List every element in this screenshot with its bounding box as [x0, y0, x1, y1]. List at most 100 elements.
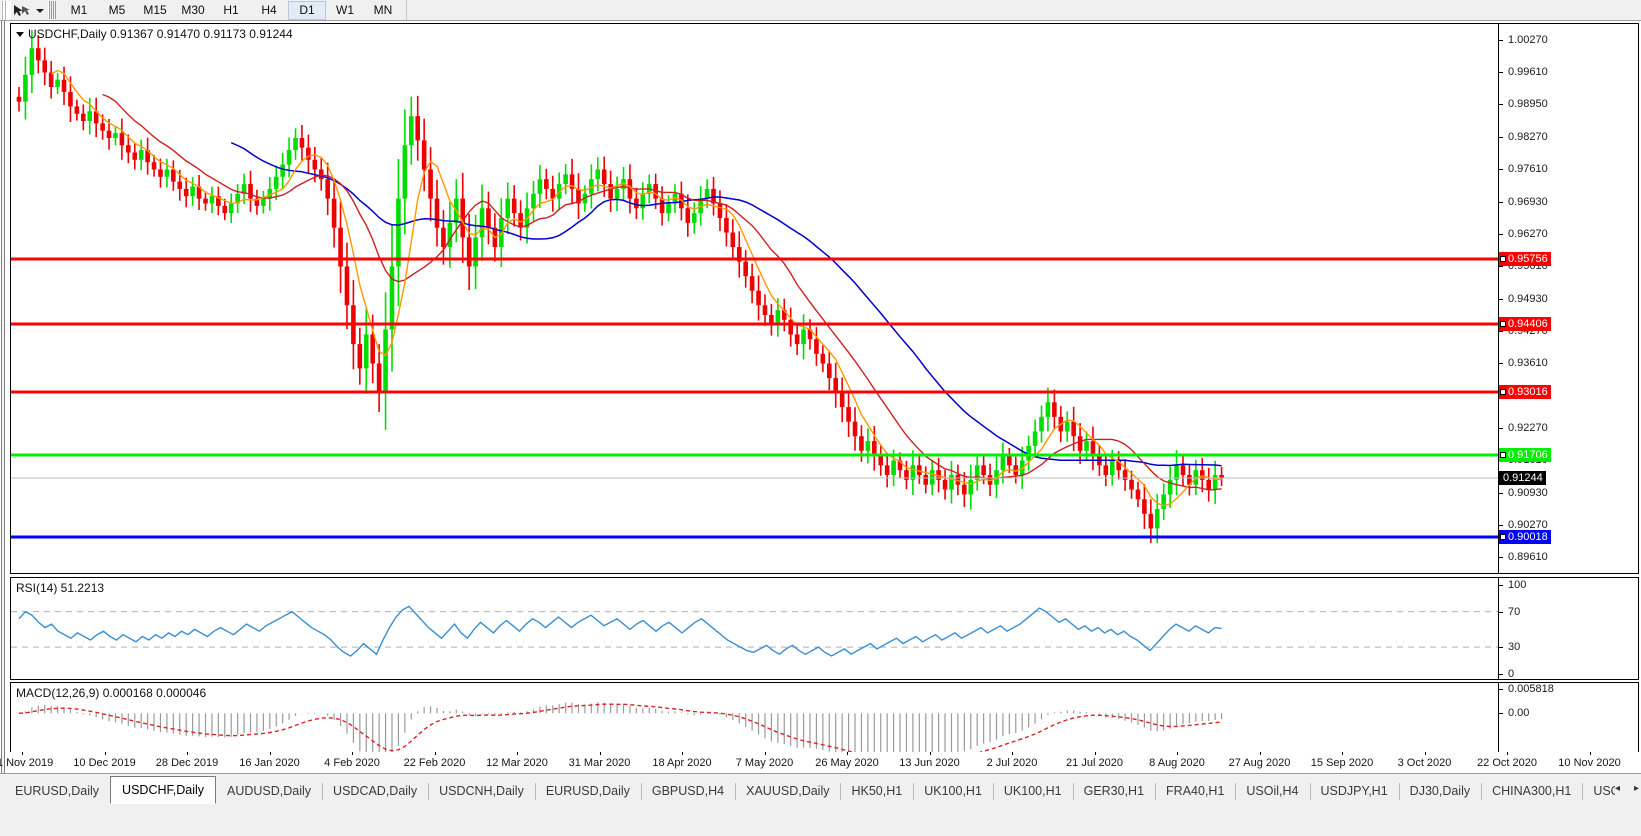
- level-drag-handle[interactable]: [1500, 321, 1506, 328]
- date-axis-tick: [269, 752, 271, 755]
- price-tag-support[interactable]: 0.90018: [1499, 530, 1551, 545]
- chart-tab-usdjpy-h1[interactable]: USDJPY,H1: [1309, 779, 1399, 804]
- collapse-caret-icon[interactable]: [16, 32, 24, 38]
- price-axis-tick: 0.93610: [1499, 357, 1548, 369]
- price-level-line-resistance[interactable]: [11, 322, 1498, 326]
- date-axis-tick: [104, 752, 106, 755]
- chart-tab-uk100-h1[interactable]: UK100,H1: [992, 779, 1073, 804]
- tab-prev-icon[interactable]: ◂: [1615, 783, 1621, 794]
- date-axis-label: 22 Feb 2020: [403, 757, 466, 769]
- ma-orange-line: [50, 69, 1222, 507]
- date-axis-label: 27 Aug 2020: [1228, 757, 1291, 769]
- macd-pane-title: MACD(12,26,9) 0.000168 0.000046: [16, 686, 207, 700]
- timeframe-button-m30[interactable]: M30: [181, 2, 205, 17]
- date-axis-tick: [929, 752, 931, 755]
- rsi-chart: [11, 605, 1498, 657]
- timeframe-button-m5[interactable]: M5: [108, 2, 126, 17]
- chart-tab-audusd-daily[interactable]: AUDUSD,Daily: [227, 784, 312, 798]
- price-tag-pivot[interactable]: 0.91706: [1499, 448, 1551, 463]
- price-axis-tick: 0.96270: [1499, 228, 1548, 240]
- date-axis-label: 31 Mar 2020: [568, 757, 631, 769]
- macd-signal-line: [18, 703, 1222, 765]
- chart-tab-hk50-h1[interactable]: HK50,H1: [840, 779, 913, 804]
- price-axis-tick: 0.89610: [1499, 551, 1548, 563]
- chart-tab-usoil-da[interactable]: USOil,Da: [1582, 779, 1615, 804]
- price-tag-text: 0.91244: [1503, 471, 1543, 484]
- timeframe-button-d1[interactable]: D1: [288, 0, 326, 20]
- toolbar-separator: [48, 1, 57, 19]
- date-axis-label: 18 Apr 2020: [652, 757, 712, 769]
- date-axis[interactable]: 21 Nov 2019 10 Dec 2019 28 Dec 2019 16 Jan …: [0, 752, 1639, 773]
- timeframe-button-h1[interactable]: H1: [223, 2, 239, 17]
- rsi-axis-tick: 0: [1499, 668, 1514, 679]
- level-drag-handle[interactable]: [1500, 255, 1506, 262]
- chart-tab-gbpusd-h4[interactable]: GBPUSD,H4: [640, 779, 735, 804]
- price-level-line-support[interactable]: [11, 535, 1498, 539]
- rsi-pane[interactable]: 100 70 30 0 RSI(14) 51.2213: [10, 577, 1639, 680]
- chart-tab-eurusd-daily[interactable]: EURUSD,Daily: [534, 779, 641, 804]
- price-axis-tick: 0.92270: [1499, 422, 1548, 434]
- chart-tab-fra40-h1[interactable]: FRA40,H1: [1155, 779, 1235, 804]
- cursor-arrow-icon[interactable]: [11, 1, 33, 20]
- rsi-axis: 100 70 30 0: [1498, 578, 1638, 679]
- chart-tab-dj30-daily[interactable]: DJ30,Daily: [1398, 779, 1481, 804]
- date-axis-label: 15 Sep 2020: [1310, 757, 1374, 769]
- tab-next-icon[interactable]: ▸: [1633, 783, 1639, 794]
- timeframe-button-mn[interactable]: MN: [373, 2, 393, 17]
- price-tag-text: 0.91706: [1508, 449, 1548, 462]
- price-axis-tick: 0.98270: [1499, 131, 1548, 143]
- date-axis-label: 10 Nov 2020: [1558, 757, 1621, 769]
- price-level-line-last-price[interactable]: [11, 477, 1498, 479]
- date-axis-label: 8 Aug 2020: [1149, 757, 1205, 769]
- date-axis-tick: [517, 752, 518, 755]
- timeframe-button-m1[interactable]: M1: [70, 2, 88, 17]
- price-axis-tick: 0.96930: [1499, 196, 1548, 208]
- timeframe-button-h4[interactable]: H4: [261, 2, 277, 17]
- price-axis-tick: 0.99610: [1499, 66, 1548, 78]
- price-tag-last-price[interactable]: 0.91244: [1499, 470, 1546, 485]
- date-axis-tick: [1589, 752, 1591, 755]
- chart-tab-ger30-h1[interactable]: GER30,H1: [1072, 779, 1155, 804]
- date-axis-tick: [764, 752, 766, 755]
- price-level-line-pivot[interactable]: [11, 453, 1498, 457]
- date-axis-label: 28 Dec 2019: [155, 757, 219, 769]
- level-drag-handle[interactable]: [1500, 388, 1506, 395]
- date-axis-tick: [352, 752, 353, 755]
- chart-tab-usdcad-daily[interactable]: USDCAD,Daily: [322, 779, 428, 804]
- candlestick-chart: [16, 30, 1224, 544]
- price-plot-region[interactable]: [11, 24, 1498, 573]
- rsi-plot-region[interactable]: [11, 578, 1498, 679]
- toolbar-drag-handle[interactable]: [1, 0, 11, 20]
- rsi-pane-title: RSI(14) 51.2213: [16, 581, 105, 595]
- timeframe-button-w1[interactable]: W1: [336, 2, 354, 17]
- price-level-line-resistance[interactable]: [11, 257, 1498, 261]
- date-axis-label: 10 Dec 2019: [73, 757, 136, 769]
- chart-tab-usdchf-daily[interactable]: USDCHF,Daily: [110, 776, 216, 804]
- ma-red-line: [102, 93, 1222, 491]
- level-drag-handle[interactable]: [1500, 452, 1506, 459]
- price-tag-resistance[interactable]: 0.95756: [1499, 251, 1551, 266]
- macd-axis-tick: 0.005818: [1499, 683, 1554, 695]
- date-axis-label: 2 Jul 2020: [986, 757, 1038, 769]
- chart-tab-usoil-h4[interactable]: USOil,H4: [1235, 779, 1309, 804]
- chart-tab-xauusd-daily[interactable]: XAUUSD,Daily: [735, 779, 840, 804]
- price-axis-tick: 0.90930: [1499, 487, 1548, 499]
- chart-tab-uk100-h1[interactable]: UK100,H1: [913, 779, 993, 804]
- level-drag-handle[interactable]: [1500, 534, 1506, 541]
- price-pane[interactable]: 1.00270 0.99610 0.98950 0.98270 0.97610 0.969…: [10, 23, 1639, 574]
- price-tag-text: 0.93016: [1508, 385, 1548, 398]
- price-level-line-resistance[interactable]: [11, 390, 1498, 394]
- timeframe-button-m15[interactable]: M15: [143, 2, 167, 17]
- price-tag-resistance[interactable]: 0.94406: [1499, 317, 1551, 332]
- date-axis-tick: [1012, 752, 1013, 755]
- date-axis-tick: [434, 752, 436, 755]
- chart-tab-china300-h1[interactable]: CHINA300,H1: [1481, 779, 1582, 804]
- price-axis[interactable]: 1.00270 0.99610 0.98950 0.98270 0.97610 0.969…: [1498, 24, 1638, 573]
- price-axis-tick: 1.00270: [1499, 34, 1548, 46]
- timeframe-button-group: M1 M5 M15 M30 H1 H4 D1 W1 MN: [60, 0, 402, 20]
- candle-series: [16, 30, 1224, 544]
- chart-tab-usdcnh-daily[interactable]: USDCNH,Daily: [428, 779, 535, 804]
- chevron-down-icon[interactable]: [33, 1, 45, 20]
- chart-tab-eurusd-daily[interactable]: EURUSD,Daily: [15, 784, 100, 798]
- price-tag-resistance[interactable]: 0.93016: [1499, 384, 1551, 399]
